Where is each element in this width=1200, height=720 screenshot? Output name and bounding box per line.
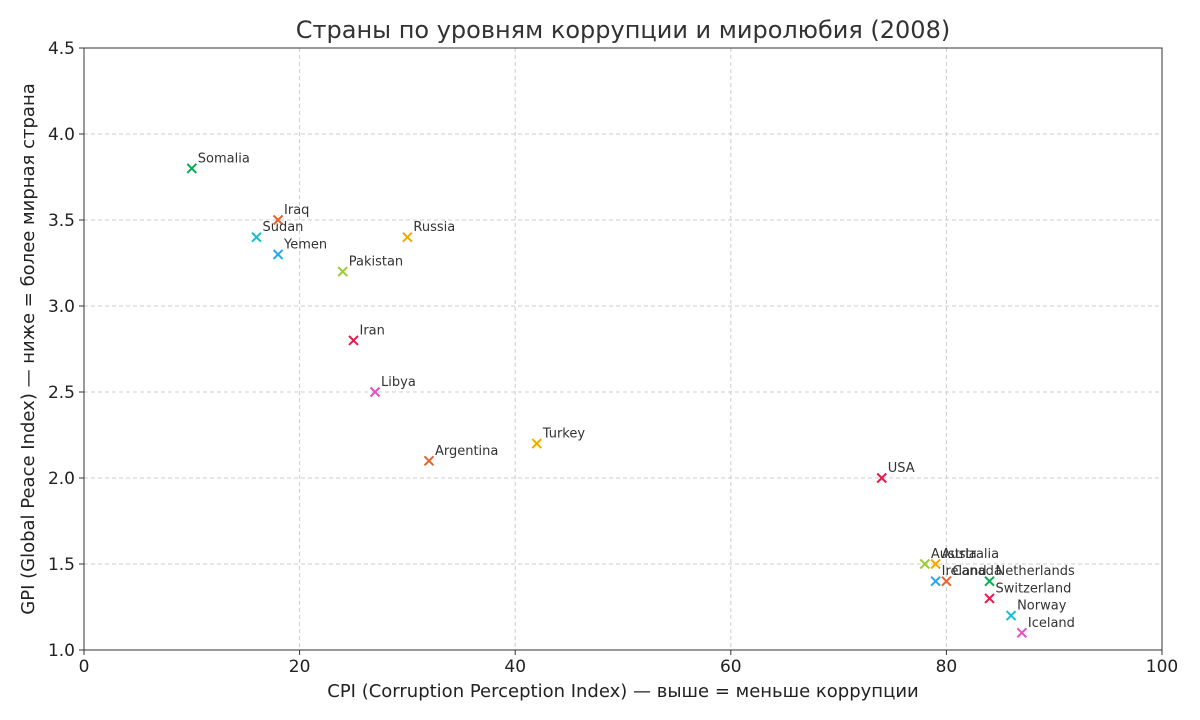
x-marker: [186, 163, 198, 174]
data-point-austria: Austria: [919, 547, 977, 570]
point-label: Iceland: [1028, 616, 1075, 631]
x-marker: [423, 455, 435, 467]
x-tick-label: 0: [79, 657, 90, 677]
x-marker: [369, 386, 381, 398]
x-marker: [1016, 627, 1028, 639]
x-marker: [876, 472, 887, 484]
x-marker: [984, 593, 995, 604]
point-label: Sudan: [262, 220, 303, 235]
data-point-ireland: Ireland: [930, 564, 987, 587]
point-label: Argentina: [435, 444, 498, 459]
y-tick-label: 2.0: [48, 469, 75, 489]
y-tick-label: 4.0: [48, 125, 75, 145]
x-tick-label: 60: [720, 657, 742, 677]
data-point-somalia: Somalia: [186, 151, 250, 174]
data-point-switzerland: Switzerland: [984, 581, 1072, 604]
data-point-australia: Australia: [930, 547, 1000, 570]
grid-lines: [83, 47, 1163, 651]
x-marker: [348, 335, 359, 346]
x-ticks: 0 20 40 60 80 100: [79, 650, 1178, 677]
x-marker: [984, 575, 995, 587]
y-tick-label: 2.5: [48, 383, 75, 403]
data-point-russia: Russia: [402, 220, 455, 243]
data-point-iran: Iran: [348, 323, 385, 346]
y-tick-label: 3.0: [48, 297, 75, 317]
point-label: Turkey: [542, 427, 586, 442]
data-point-usa: USA: [876, 461, 915, 484]
point-label: Australia: [942, 547, 1000, 562]
x-marker: [531, 438, 542, 449]
plot-frame: [83, 47, 1163, 651]
data-point-sudan: Sudan: [251, 220, 303, 243]
x-axis-label: CPI (Corruption Perception Index) — выше…: [327, 681, 918, 702]
x-tick-label: 40: [504, 657, 526, 677]
point-label: Netherlands: [996, 564, 1075, 579]
x-marker: [272, 249, 284, 260]
x-marker: [402, 231, 413, 243]
point-label: Austria: [931, 547, 977, 562]
data-point-norway: Norway: [1005, 599, 1067, 621]
x-marker: [930, 575, 941, 587]
data-point-pakistan: Pakistan: [337, 255, 403, 277]
y-tick-label: 4.5: [48, 39, 75, 59]
y-ticks: 1.0 1.5 2.0 2.5 3.0 3.5 4.0 4.5: [48, 39, 84, 661]
point-label: Libya: [381, 375, 416, 390]
point-label: Yemen: [283, 237, 327, 252]
data-point-iceland: Iceland: [1016, 616, 1075, 639]
point-label: Russia: [413, 220, 455, 235]
point-label: Somalia: [198, 151, 250, 166]
y-axis-label: GPI (Global Peace Index) — ниже = более …: [18, 83, 39, 614]
point-label: Iran: [360, 323, 385, 338]
data-point-argentina: Argentina: [423, 444, 498, 467]
y-tick-label: 1.5: [48, 555, 75, 575]
x-marker: [272, 214, 284, 226]
x-marker: [941, 575, 952, 587]
point-label: Canada: [952, 564, 1001, 579]
data-point-canada: Canada: [941, 564, 1002, 587]
data-point-netherlands: Netherlands: [984, 564, 1075, 587]
data-point-yemen: Yemen: [272, 237, 327, 260]
data-point-turkey: Turkey: [531, 427, 586, 449]
x-marker: [930, 558, 941, 570]
point-label: USA: [888, 461, 915, 476]
point-label: Ireland: [942, 564, 987, 579]
data-point-libya: Libya: [369, 375, 416, 398]
x-marker: [1005, 610, 1017, 621]
y-tick-label: 3.5: [48, 211, 75, 231]
point-label: Pakistan: [349, 255, 403, 270]
point-label: Switzerland: [996, 581, 1072, 596]
x-tick-label: 20: [289, 657, 311, 677]
x-marker: [337, 266, 348, 277]
data-points: Somalia Iraq Sudan Yemen Russia Pakistan Iran L…: [186, 151, 1075, 639]
x-tick-label: 100: [1146, 657, 1178, 677]
point-label: Norway: [1017, 599, 1067, 614]
x-marker: [251, 231, 262, 243]
x-tick-label: 80: [936, 657, 958, 677]
y-tick-label: 1.0: [48, 641, 75, 661]
data-point-iraq: Iraq: [272, 203, 309, 226]
point-label: Iraq: [284, 203, 309, 218]
chart-title: Страны по уровням коррупции и миролюбия …: [296, 16, 950, 44]
x-marker: [919, 558, 931, 570]
